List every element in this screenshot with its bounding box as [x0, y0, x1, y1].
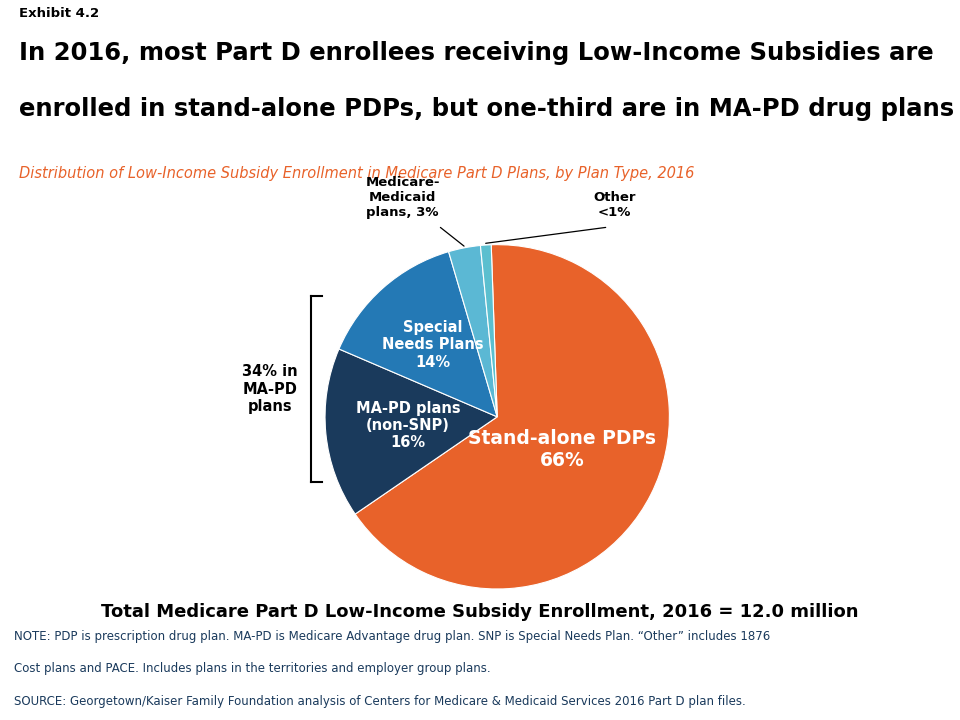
Text: FOUNDATION: FOUNDATION — [864, 701, 914, 711]
Text: Special
Needs Plans
14%: Special Needs Plans 14% — [382, 320, 484, 369]
Text: enrolled in stand-alone PDPs, but one-third are in MA-PD drug plans: enrolled in stand-alone PDPs, but one-th… — [19, 97, 954, 121]
Text: Stand-alone PDPs
66%: Stand-alone PDPs 66% — [468, 429, 656, 470]
Wedge shape — [480, 245, 497, 417]
Wedge shape — [325, 349, 497, 514]
Wedge shape — [448, 246, 497, 417]
Text: Exhibit 4.2: Exhibit 4.2 — [19, 7, 99, 20]
Text: MA-PD plans
(non-SNP)
16%: MA-PD plans (non-SNP) 16% — [356, 400, 461, 451]
Text: Total Medicare Part D Low-Income Subsidy Enrollment, 2016 = 12.0 million: Total Medicare Part D Low-Income Subsidy… — [101, 603, 859, 621]
Text: Distribution of Low-Income Subsidy Enrollment in Medicare Part D Plans, by Plan : Distribution of Low-Income Subsidy Enrol… — [19, 166, 695, 181]
Text: SOURCE: Georgetown/Kaiser Family Foundation analysis of Centers for Medicare & M: SOURCE: Georgetown/Kaiser Family Foundat… — [14, 695, 746, 708]
Wedge shape — [355, 245, 669, 589]
Text: KAISER: KAISER — [852, 657, 925, 675]
Text: Medicare-
Medicaid
plans, 3%: Medicare- Medicaid plans, 3% — [365, 176, 440, 219]
Text: THE HENRY J.: THE HENRY J. — [864, 639, 914, 649]
Wedge shape — [339, 252, 497, 417]
Text: Other
<1%: Other <1% — [593, 191, 636, 219]
Text: In 2016, most Part D enrollees receiving Low-Income Subsidies are: In 2016, most Part D enrollees receiving… — [19, 40, 934, 65]
Text: FAMILY: FAMILY — [853, 679, 924, 697]
Text: NOTE: PDP is prescription drug plan. MA-PD is Medicare Advantage drug plan. SNP : NOTE: PDP is prescription drug plan. MA-… — [14, 630, 771, 643]
Text: Cost plans and PACE. Includes plans in the territories and employer group plans.: Cost plans and PACE. Includes plans in t… — [14, 662, 491, 675]
Text: 34% in
MA-PD
plans: 34% in MA-PD plans — [242, 364, 298, 414]
